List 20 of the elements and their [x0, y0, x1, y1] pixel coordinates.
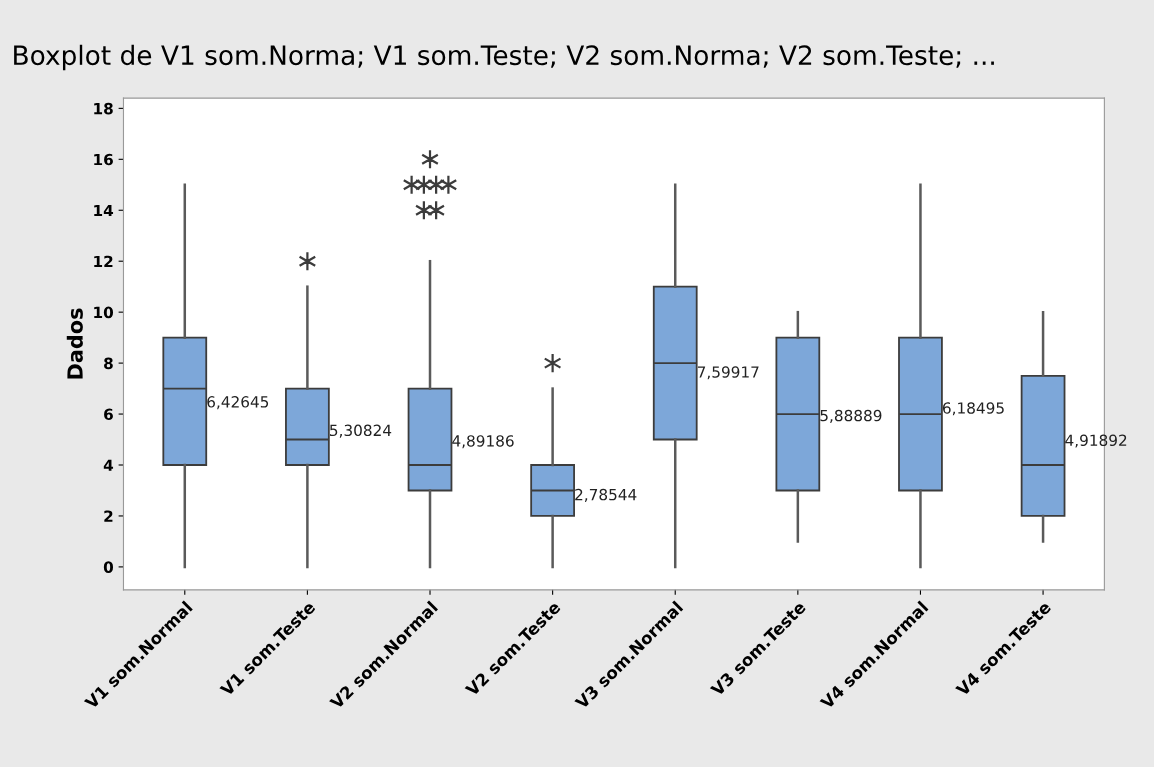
annotation: 2,78544 [575, 488, 637, 502]
y-tick-label: 12 [94, 255, 113, 268]
y-tick-label: 10 [94, 306, 114, 319]
chart-title: Boxplot de V1 som.Norma; V1 som.Teste; V2 som.Norma; V2 som.Teste; ... [14, 44, 994, 71]
y-tick-label: 0 [103, 561, 114, 573]
annotation: 5,88889 [820, 409, 882, 423]
annotation: 7,59917 [697, 366, 759, 380]
annotation: 4,89186 [452, 435, 514, 449]
y-axis-title: Dados [66, 308, 83, 379]
annotation: 5,30824 [330, 424, 392, 438]
y-tick-label: 2 [104, 510, 113, 522]
y-tick-label: 14 [94, 204, 114, 217]
annotation: 4,91892 [1065, 434, 1127, 448]
annotation: 6,18495 [942, 402, 1004, 416]
y-tick-label: 6 [104, 408, 113, 421]
y-tick-label: 4 [103, 459, 114, 471]
y-tick-label: 18 [94, 102, 113, 115]
annotation: 6,42645 [207, 396, 269, 410]
y-tick-label: 8 [104, 357, 113, 370]
y-tick-label: 16 [94, 153, 113, 166]
